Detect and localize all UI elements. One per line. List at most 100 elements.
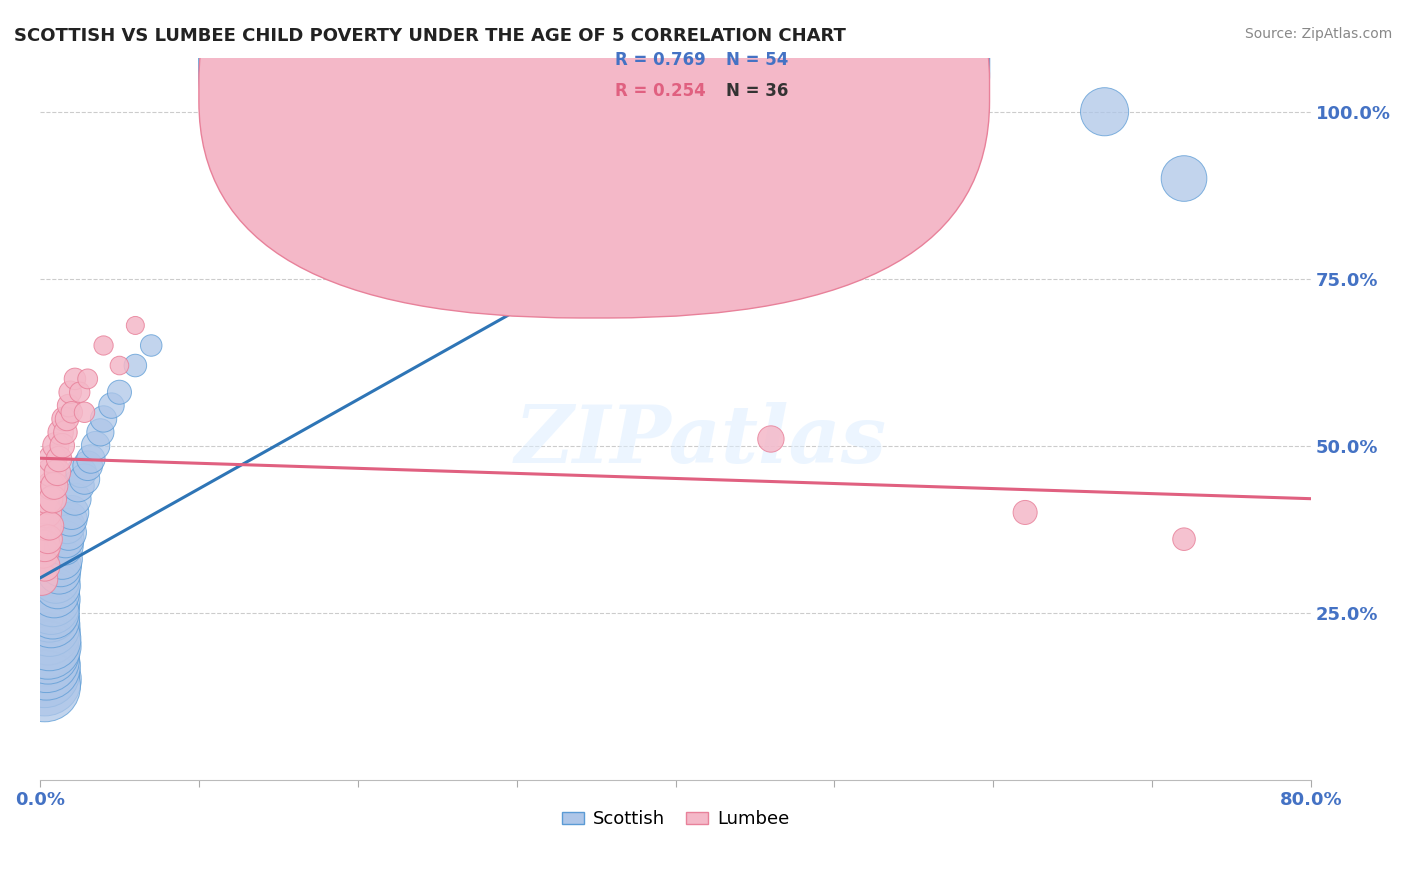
- Text: R = 0.769: R = 0.769: [614, 51, 706, 69]
- Point: [1173, 532, 1195, 546]
- Point: [55, 532, 77, 546]
- Point: [34, 673, 56, 687]
- Point: [124, 359, 146, 373]
- Point: [44, 585, 66, 599]
- Point: [1094, 104, 1116, 119]
- FancyBboxPatch shape: [198, 0, 990, 287]
- Point: [34, 539, 56, 553]
- Point: [49, 425, 72, 440]
- Point: [31, 652, 53, 666]
- Text: ZIPatlas: ZIPatlas: [515, 402, 887, 479]
- Point: [1173, 171, 1195, 186]
- Point: [93, 412, 115, 426]
- Point: [34, 558, 56, 573]
- Point: [45, 572, 67, 586]
- Point: [39, 612, 62, 626]
- Point: [37, 639, 59, 653]
- Text: N = 36: N = 36: [727, 82, 789, 100]
- Point: [52, 412, 75, 426]
- Point: [593, 104, 616, 119]
- Point: [63, 492, 86, 507]
- Point: [63, 372, 86, 386]
- Point: [108, 359, 131, 373]
- Point: [32, 532, 55, 546]
- Point: [108, 385, 131, 400]
- Point: [51, 552, 73, 566]
- Text: N = 54: N = 54: [727, 51, 789, 69]
- Point: [49, 558, 72, 573]
- Point: [39, 466, 62, 480]
- Point: [32, 545, 55, 559]
- Point: [38, 632, 60, 647]
- Point: [38, 619, 60, 633]
- Point: [51, 439, 73, 453]
- Point: [41, 592, 63, 607]
- FancyBboxPatch shape: [561, 33, 853, 116]
- Point: [48, 566, 70, 580]
- Point: [39, 599, 62, 613]
- Point: [76, 372, 98, 386]
- Point: [38, 606, 60, 620]
- Point: [73, 405, 96, 419]
- Point: [59, 512, 82, 526]
- Point: [41, 606, 63, 620]
- Point: [37, 625, 59, 640]
- Point: [1014, 506, 1036, 520]
- Point: [52, 539, 75, 553]
- Point: [37, 646, 59, 660]
- Point: [32, 639, 55, 653]
- Point: [45, 439, 67, 453]
- Point: [641, 104, 664, 119]
- Point: [56, 518, 79, 533]
- Point: [617, 104, 640, 119]
- Point: [76, 458, 98, 473]
- Point: [41, 492, 63, 507]
- Text: SCOTTISH VS LUMBEE CHILD POVERTY UNDER THE AGE OF 5 CORRELATION CHART: SCOTTISH VS LUMBEE CHILD POVERTY UNDER T…: [14, 27, 846, 45]
- Point: [80, 452, 103, 467]
- Point: [32, 665, 55, 680]
- Point: [44, 479, 66, 493]
- Point: [34, 679, 56, 693]
- Point: [32, 659, 55, 673]
- Point: [34, 652, 56, 666]
- Point: [100, 399, 122, 413]
- Point: [38, 518, 60, 533]
- Point: [56, 412, 79, 426]
- Point: [93, 338, 115, 352]
- Point: [55, 425, 77, 440]
- Point: [759, 432, 782, 446]
- Point: [70, 466, 93, 480]
- Point: [32, 646, 55, 660]
- Point: [35, 652, 58, 666]
- Point: [73, 472, 96, 486]
- Point: [89, 425, 111, 440]
- Point: [37, 532, 59, 546]
- Point: [58, 525, 80, 540]
- Point: [34, 665, 56, 680]
- Point: [48, 452, 70, 467]
- Point: [60, 506, 83, 520]
- Legend: Scottish, Lumbee: Scottish, Lumbee: [554, 803, 797, 836]
- Point: [569, 104, 592, 119]
- Point: [46, 466, 69, 480]
- Point: [59, 385, 82, 400]
- Point: [84, 439, 107, 453]
- Point: [41, 452, 63, 467]
- Point: [46, 579, 69, 593]
- Point: [37, 492, 59, 507]
- Text: R = 0.254: R = 0.254: [614, 82, 706, 100]
- Text: Source: ZipAtlas.com: Source: ZipAtlas.com: [1244, 27, 1392, 41]
- Point: [124, 318, 146, 333]
- Point: [60, 405, 83, 419]
- Point: [35, 506, 58, 520]
- Point: [141, 338, 163, 352]
- Point: [35, 518, 58, 533]
- Point: [31, 572, 53, 586]
- Point: [39, 479, 62, 493]
- Point: [69, 385, 91, 400]
- Point: [58, 399, 80, 413]
- Point: [35, 639, 58, 653]
- FancyBboxPatch shape: [198, 0, 990, 318]
- Point: [67, 479, 90, 493]
- Point: [35, 659, 58, 673]
